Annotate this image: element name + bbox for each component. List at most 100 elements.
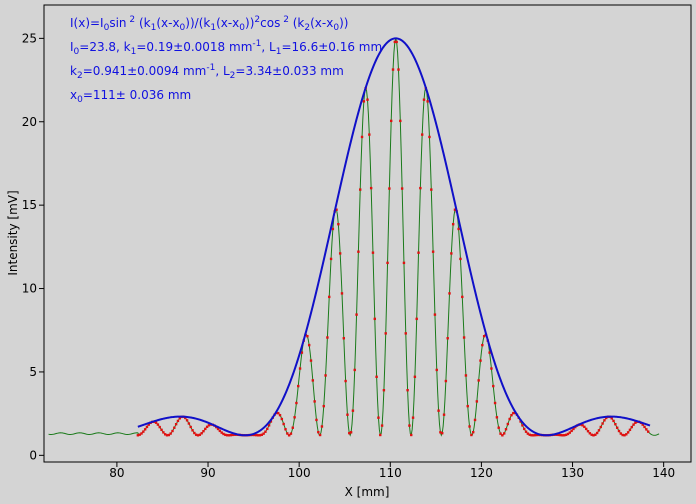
fit-point [351,409,355,412]
fit-point [169,432,172,435]
fit-point [277,411,280,415]
fit-point [191,429,194,432]
fit-point [313,400,316,403]
fit-point [439,431,442,434]
fit-point [377,416,380,419]
fit-point [324,374,327,377]
fit-point [592,434,595,437]
fit-point [615,426,619,429]
fit-point [196,434,200,437]
fit-point [570,429,573,433]
fit-point [187,422,191,425]
fit-point [344,379,347,383]
fit-point [338,252,342,255]
fit-point [563,434,566,437]
fit-point [357,250,360,253]
fit-point [417,251,420,254]
fit-point [619,432,623,435]
fit-point [477,379,480,382]
fit-point [628,428,632,432]
fit-point [329,257,333,261]
fit-point [444,379,448,383]
fit-point [348,431,351,435]
fit-point [160,428,163,432]
fit-point [415,317,418,321]
fit-point [523,427,526,431]
fit-point [504,428,508,431]
fit-point [373,317,376,321]
fit-point [413,375,417,379]
fit-point [605,416,608,420]
fit-point [626,431,630,434]
fit-point [198,433,202,436]
fit-point [229,433,233,437]
fit-point [630,425,633,429]
fit-point [260,433,263,436]
fit-point [278,413,282,417]
fit-point [388,187,391,190]
fit-point [435,368,438,372]
fit-point [590,433,593,436]
fit-point [162,431,165,434]
fit-point [317,430,320,434]
fit-point [194,433,198,436]
fit-point [532,434,535,437]
fit-point [185,419,189,422]
fit-point [178,417,181,420]
fit-point [202,429,205,433]
fit-point [526,432,530,435]
fit-point [588,432,592,435]
y-axis-title: Intensity [mV] [6,190,20,275]
fit-point [610,417,613,420]
fit-point [297,384,300,388]
fit-point [572,427,575,431]
fit-point [379,433,382,437]
fit-point [524,430,528,433]
fit-point [267,424,271,427]
fit-point [335,208,338,211]
fit-point [502,432,506,435]
fit-point [204,427,207,431]
fit-point [430,188,433,191]
fit-point [645,428,648,431]
fit-point [326,336,329,339]
fit-point [145,425,149,429]
fit-point [559,433,562,437]
fit-point [266,427,269,431]
fit-point [451,223,455,226]
fit-point [585,427,588,431]
fit-point [225,434,229,437]
x-tick-label: 130 [561,466,584,480]
fit-point [641,423,644,426]
y-tick-label: 0 [29,448,37,462]
x-tick-label: 90 [200,466,215,480]
fit-point [643,425,646,429]
fit-point [437,409,440,412]
fit-point [331,227,335,231]
y-tick-label: 5 [29,365,37,379]
fit-point [566,432,570,436]
fit-point [164,433,167,436]
fit-point [561,434,564,437]
fit-point [395,40,398,44]
fit-point [138,433,141,436]
fit-point [530,434,533,437]
fit-point [184,416,187,420]
fit-point [328,295,331,299]
fit-point [555,433,559,436]
fit-point [284,428,287,431]
fit-point [461,295,464,299]
fit-point [431,250,435,253]
fit-point [473,418,477,422]
fit-point [389,119,393,123]
fit-point [453,208,457,211]
fit-point [420,133,424,136]
x-axis-title: X [mm] [345,485,390,499]
fit-point [475,400,479,403]
fit-point [422,98,426,101]
fit-point [136,434,140,437]
fit-point [289,432,293,435]
fit-point [470,433,473,437]
y-tick-label: 25 [22,31,37,45]
